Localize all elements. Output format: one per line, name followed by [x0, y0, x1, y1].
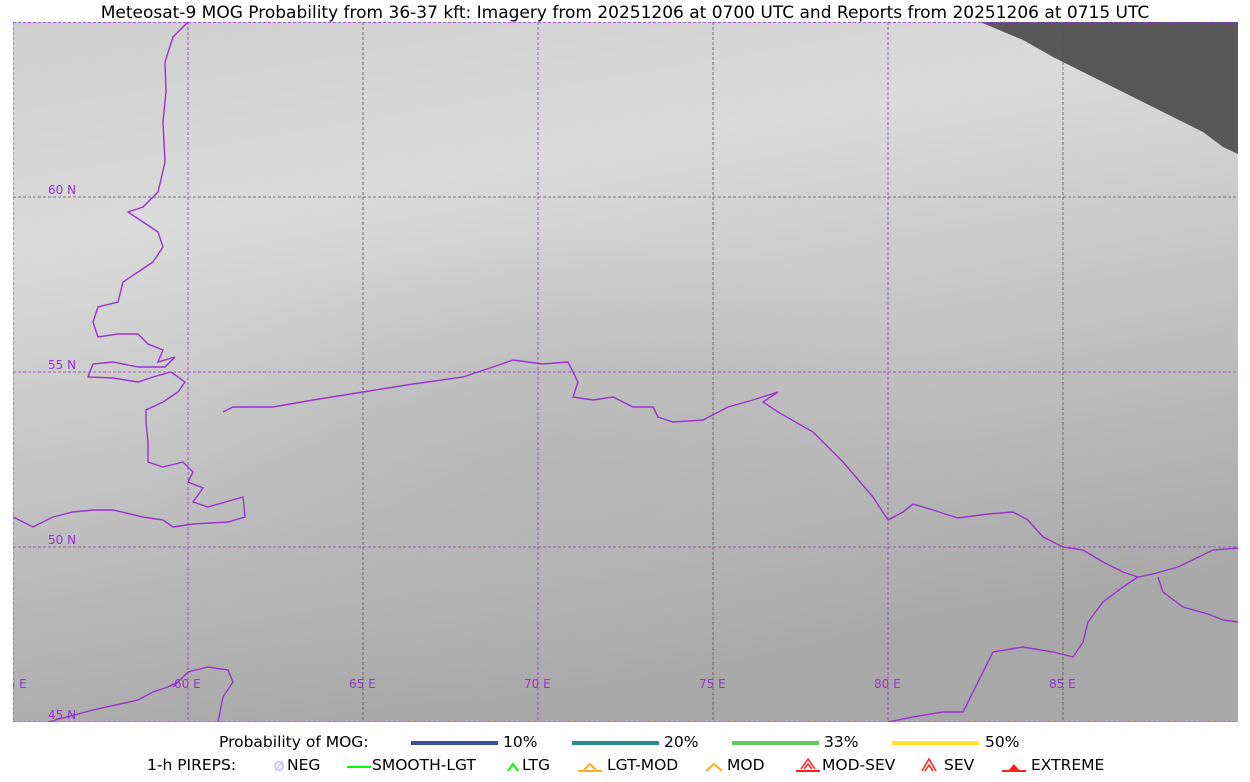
pirep-mod-label: MOD — [727, 756, 765, 774]
borders — [13, 22, 1238, 722]
legend-10: 10% — [503, 733, 538, 751]
legend-33: 33% — [824, 733, 859, 751]
legend-50: 50% — [985, 733, 1020, 751]
neg-circle-slash-icon — [274, 760, 284, 772]
filled-triangle-icon — [1002, 764, 1026, 772]
lat-label: 45 N — [48, 708, 76, 722]
double-caret-bar-icon — [796, 757, 820, 772]
pirep-mod-sev-label: MOD-SEV — [822, 756, 896, 774]
swatch-33 — [732, 741, 819, 745]
probability-legend-title: Probability of MOG: — [219, 733, 369, 751]
lon-label: 75 E — [699, 677, 726, 691]
lon-label: 80 E — [874, 677, 901, 691]
pirep-sev-label: SEV — [944, 756, 975, 774]
lat-label: 50 N — [48, 533, 76, 547]
caret-bar-icon — [578, 762, 602, 772]
satellite-map: 55 E 60 E 65 E 70 E 75 E 80 E 85 E 60 N 55 N 50 N… — [13, 22, 1238, 722]
lon-label: 70 E — [524, 677, 551, 691]
pirep-ltg-label: LTG — [522, 756, 550, 774]
chart-title: Meteosat-9 MOG Probability from 36-37 kf… — [100, 3, 1150, 23]
pireps-legend-title: 1-h PIREPS: — [147, 756, 237, 774]
swatch-10 — [411, 741, 498, 745]
lat-label: 55 N — [48, 358, 76, 372]
lon-label: 60 E — [174, 677, 201, 691]
swatch-20 — [572, 741, 659, 745]
legend-20: 20% — [664, 733, 699, 751]
pirep-lgt-mod-label: LGT-MOD — [607, 756, 679, 774]
lat-label: 60 N — [48, 183, 76, 197]
lon-label: 85 E — [1049, 677, 1076, 691]
swatch-50 — [892, 741, 979, 745]
pirep-neg-label: NEG — [287, 756, 321, 774]
pirep-extreme-label: EXTREME — [1031, 756, 1105, 774]
probability-legend: Probability of MOG: 10% 20% 33% 50% — [0, 733, 1250, 755]
caret-icon — [705, 762, 723, 772]
dash-icon — [347, 766, 371, 768]
pireps-legend: 1-h PIREPS: NEG SMOOTH-LGT LTG LGT-MOD M… — [0, 756, 1250, 778]
double-caret-icon — [921, 757, 937, 772]
no-data-region — [980, 22, 1238, 154]
lon-label: 65 E — [349, 677, 376, 691]
caret-icon — [507, 762, 519, 772]
lon-label: 55 E — [13, 677, 27, 691]
pirep-smooth-lgt-label: SMOOTH-LGT — [372, 756, 476, 774]
